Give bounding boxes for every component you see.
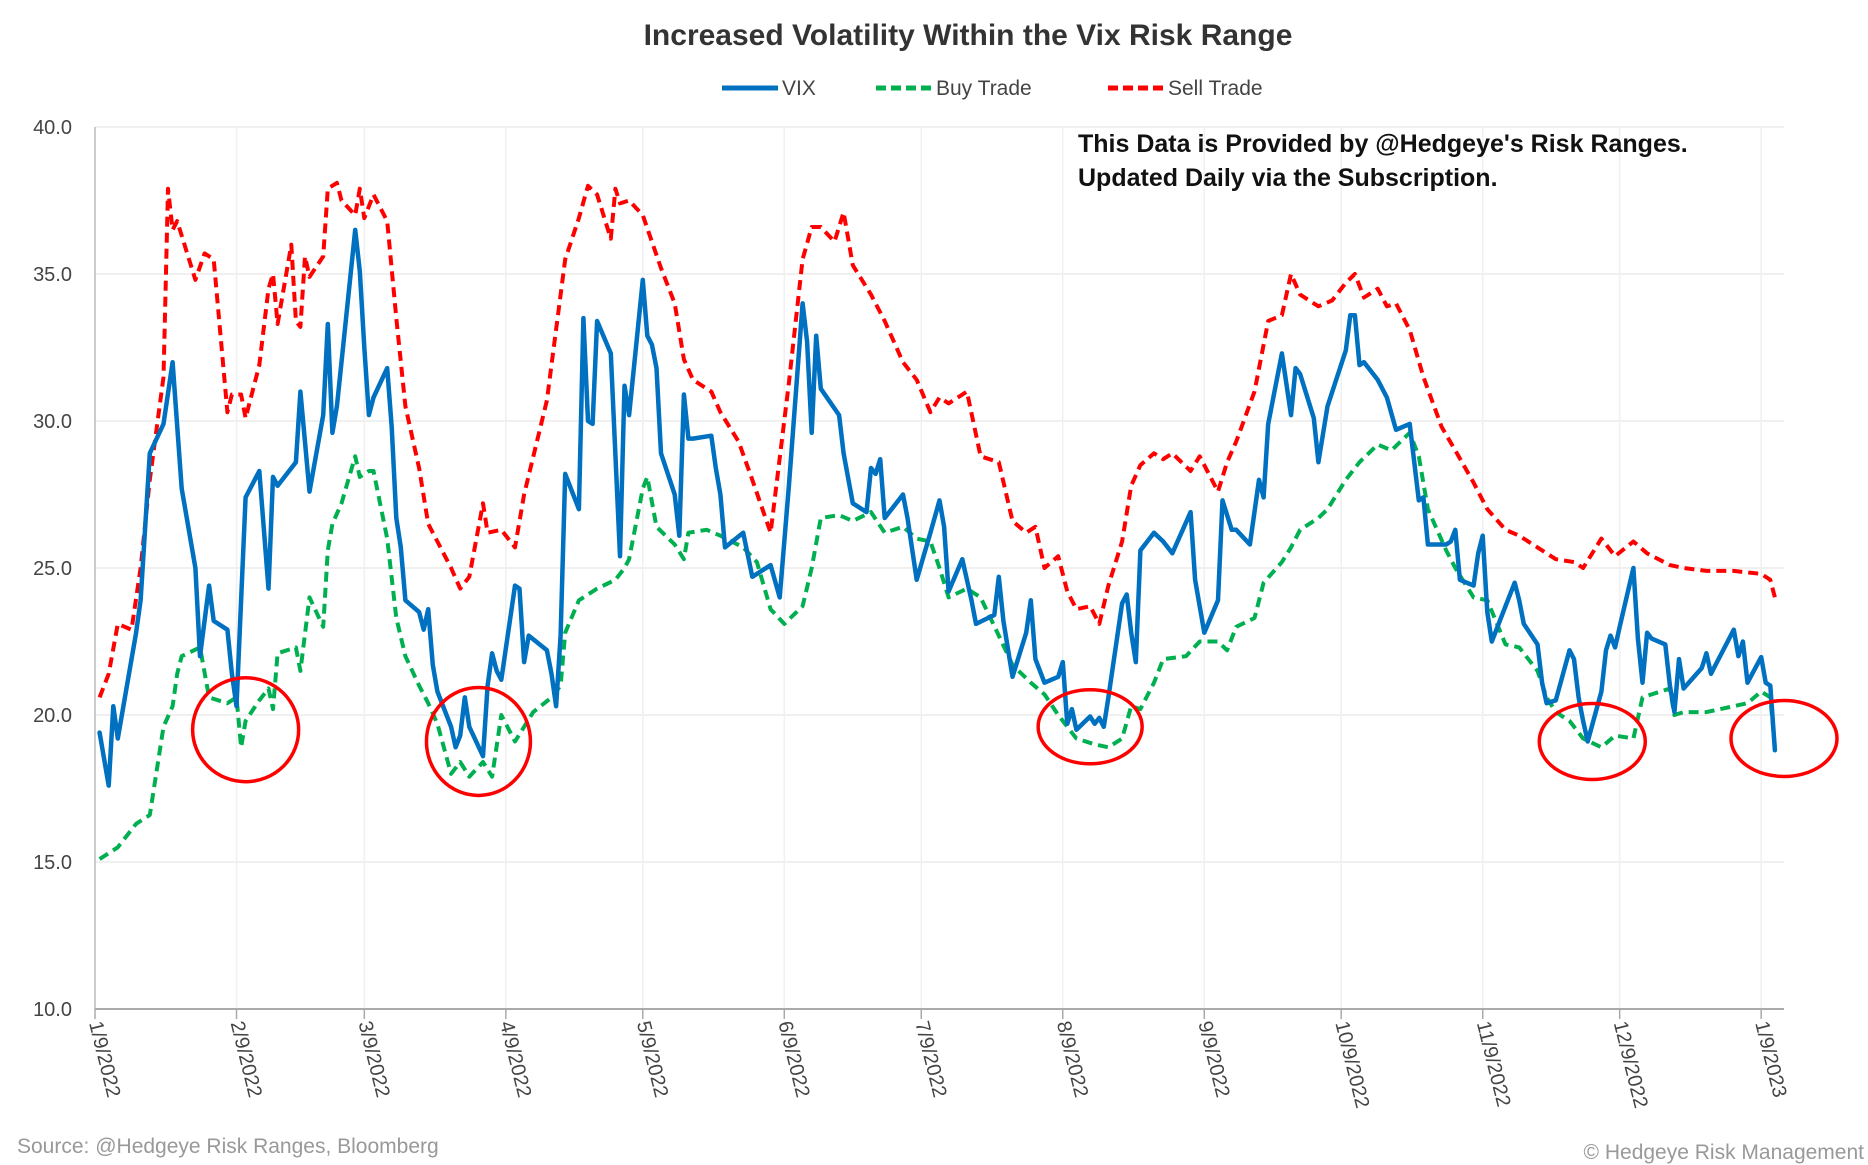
- chart-title: Increased Volatility Within the Vix Risk…: [644, 19, 1293, 52]
- highlight-circles: [190, 675, 1839, 798]
- x-tick-label: 3/9/2022: [353, 1019, 393, 1100]
- y-tick-label: 15.0: [33, 852, 72, 874]
- highlight-circle: [1036, 688, 1144, 766]
- x-tick-label: 10/9/2022: [1330, 1019, 1373, 1111]
- x-tick-label: 6/9/2022: [773, 1019, 813, 1100]
- y-tick-label: 10.0: [33, 999, 72, 1021]
- x-tick-label: 2/9/2022: [226, 1019, 266, 1100]
- annotation-line-1: This Data is Provided by @Hedgeye's Risk…: [1078, 130, 1688, 158]
- x-tick-label: 11/9/2022: [1472, 1019, 1515, 1109]
- copyright-note: © Hedgeye Risk Management: [1584, 1141, 1865, 1164]
- y-tick-label: 25.0: [33, 558, 72, 580]
- x-tick-label: 1/9/2023: [1750, 1019, 1790, 1100]
- x-tick-label: 9/9/2022: [1193, 1019, 1233, 1100]
- source-note: Source: @Hedgeye Risk Ranges, Bloomberg: [17, 1135, 439, 1158]
- x-tick-label: 4/9/2022: [495, 1019, 535, 1100]
- y-tick-label: 20.0: [33, 705, 72, 727]
- series-line-sell-trade: [97, 180, 1777, 699]
- x-tick-label: 1/9/2022: [84, 1019, 124, 1100]
- x-tick-label: 5/9/2022: [632, 1019, 672, 1100]
- legend-label: Buy Trade: [936, 77, 1032, 100]
- x-tick-label: 7/9/2022: [910, 1019, 950, 1100]
- axes: 10.0 15.0 20.0 25.0 30.0 35.0 40.0 1/9/2022 2/9/…: [33, 117, 1790, 1111]
- highlight-circle: [1537, 701, 1648, 782]
- series-line-vix: [97, 227, 1778, 788]
- legend-label: Sell Trade: [1168, 77, 1263, 100]
- annotation-line-2: Updated Daily via the Subscription.: [1078, 164, 1498, 192]
- highlight-circle: [424, 685, 533, 798]
- y-tick-label: 35.0: [33, 264, 72, 286]
- y-tick-label: 30.0: [33, 411, 72, 433]
- series-lines: [97, 180, 1778, 861]
- legend: VIX Buy Trade Sell Trade: [722, 77, 1263, 100]
- series-line-buy-trade: [98, 430, 1777, 861]
- highlight-circle: [1729, 698, 1839, 779]
- x-tick-label: 12/9/2022: [1609, 1019, 1652, 1111]
- x-tick-label: 8/9/2022: [1052, 1019, 1092, 1100]
- legend-label: VIX: [782, 77, 816, 100]
- y-tick-label: 40.0: [33, 117, 72, 139]
- highlight-circle: [190, 675, 301, 784]
